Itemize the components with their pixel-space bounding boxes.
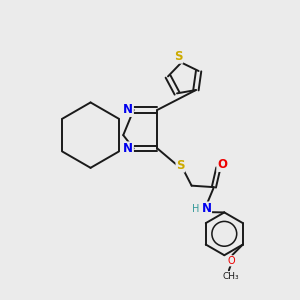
Text: S: S [176, 159, 184, 172]
Text: N: N [123, 142, 133, 155]
Text: N: N [202, 202, 212, 215]
Text: N: N [123, 103, 133, 116]
Text: H: H [192, 204, 200, 214]
Text: O: O [217, 158, 227, 171]
Text: S: S [174, 50, 183, 63]
Text: CH₃: CH₃ [222, 272, 239, 281]
Text: O: O [227, 256, 235, 266]
